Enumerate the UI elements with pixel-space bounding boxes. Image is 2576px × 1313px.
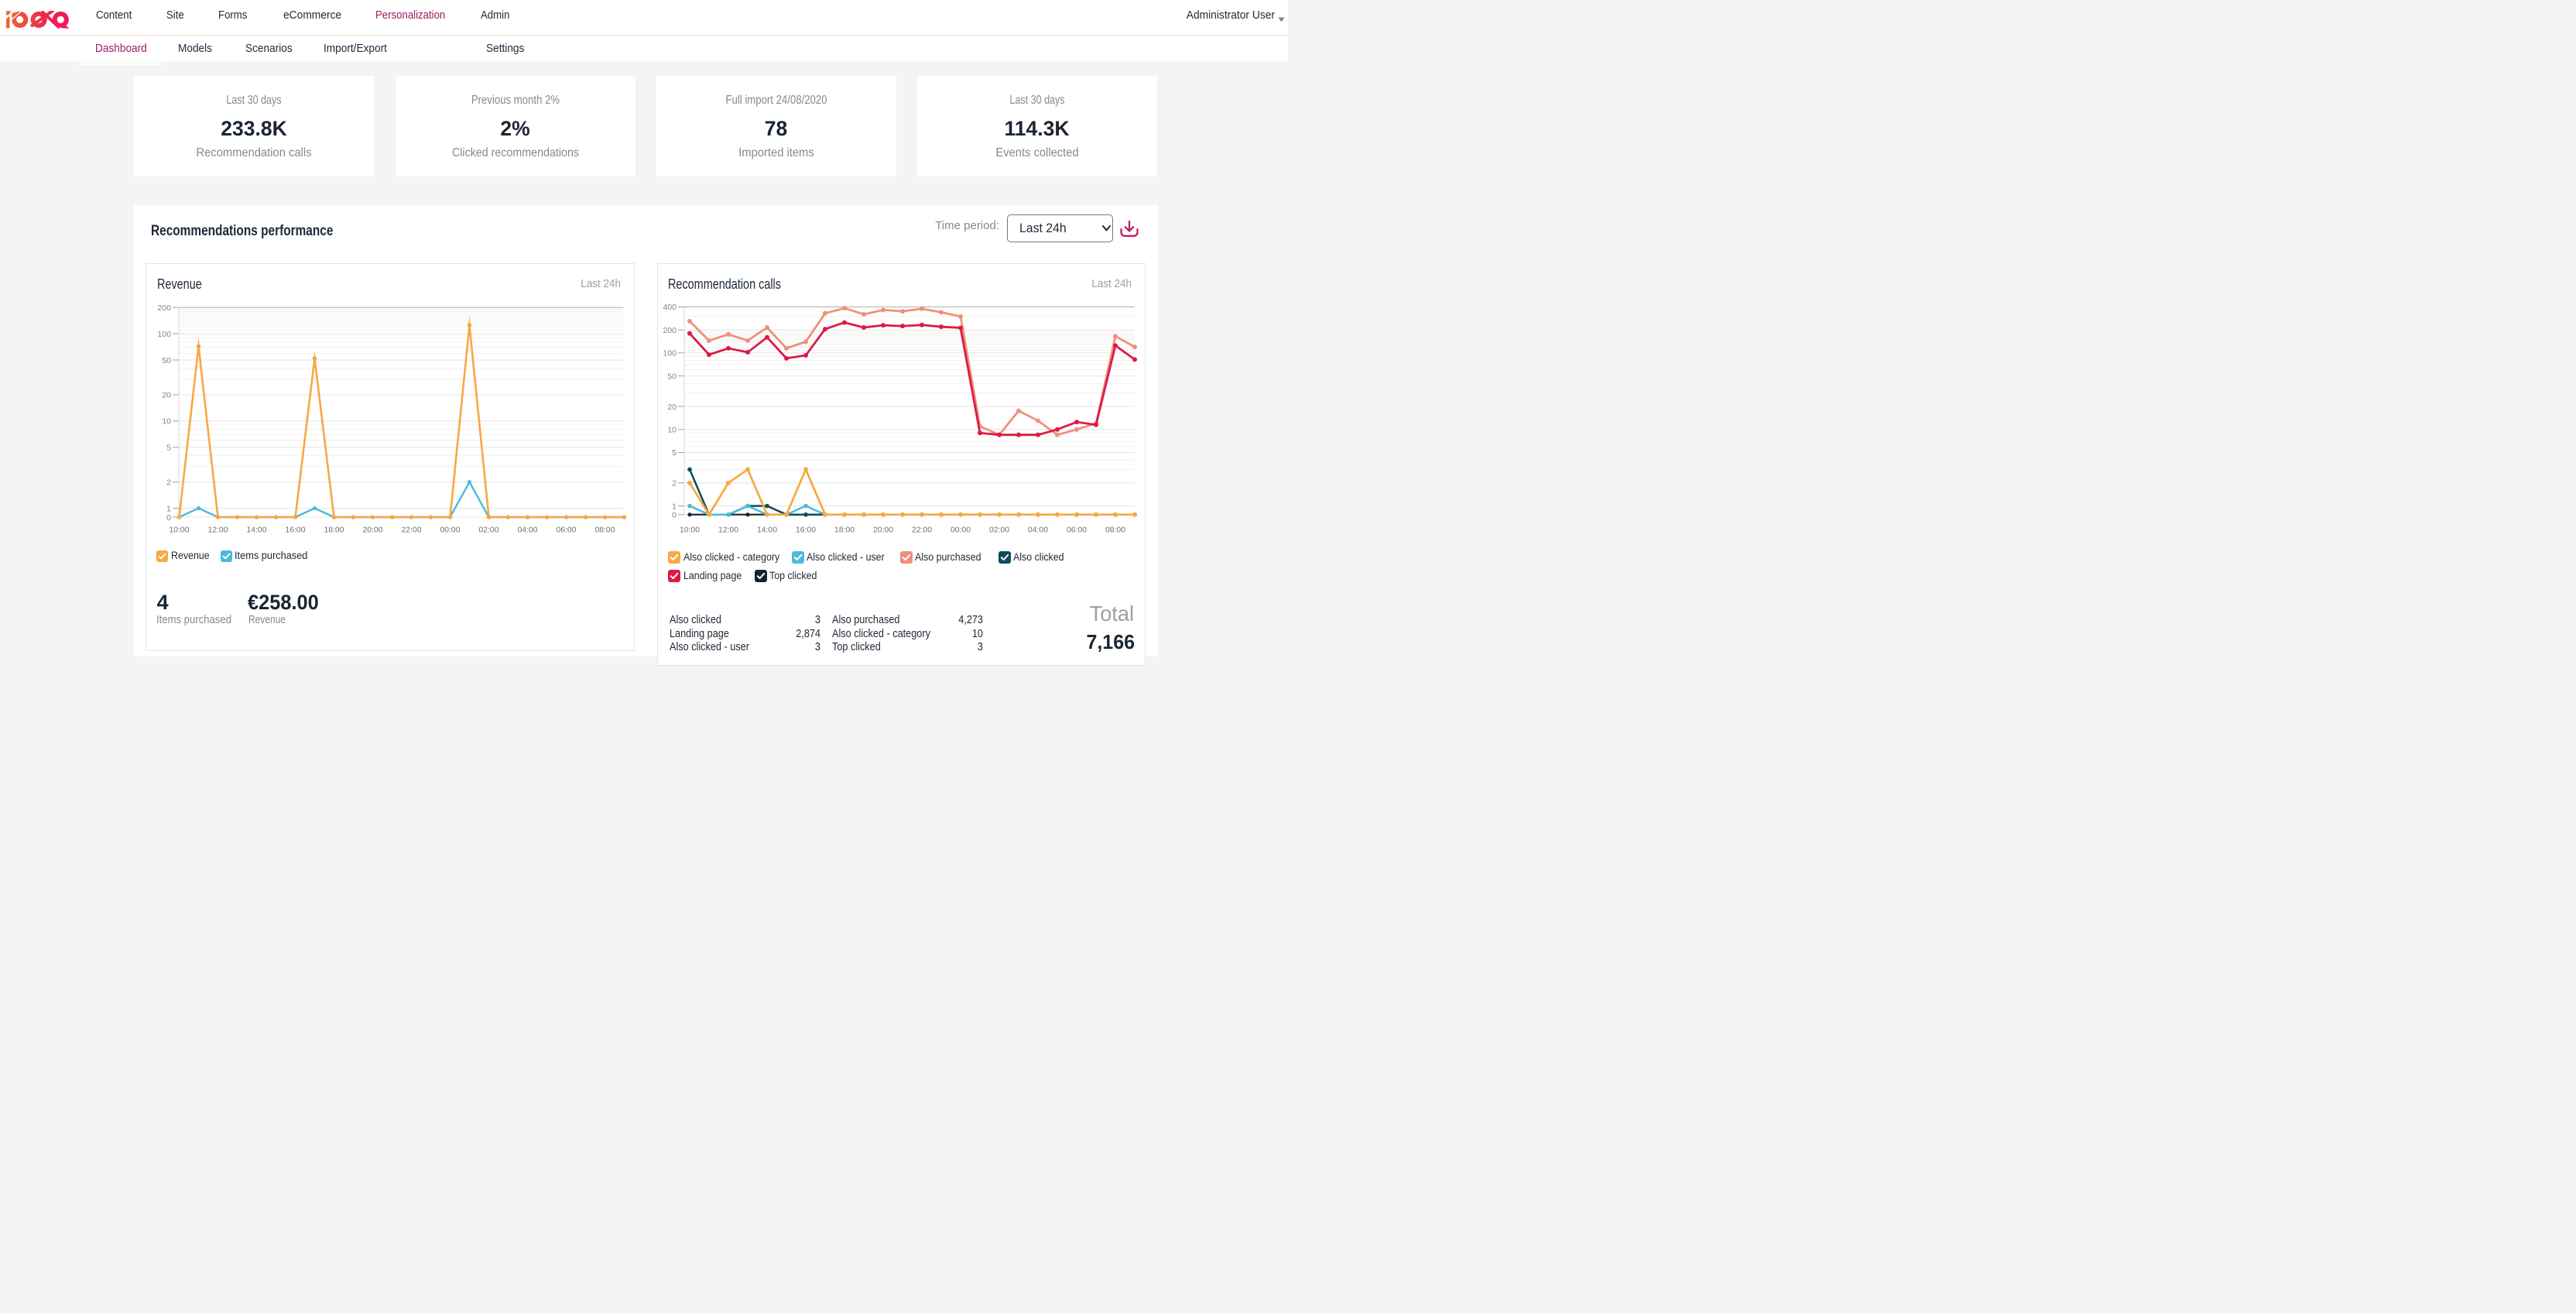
- svg-text:14:00: 14:00: [757, 526, 777, 534]
- svg-text:18:00: 18:00: [324, 526, 344, 534]
- svg-text:10: 10: [667, 426, 677, 435]
- svg-text:2: 2: [672, 479, 677, 489]
- svg-text:10:00: 10:00: [169, 526, 189, 534]
- svg-text:1: 1: [166, 504, 171, 513]
- svg-text:08:00: 08:00: [1105, 526, 1125, 534]
- svg-text:200: 200: [663, 326, 677, 335]
- svg-text:5: 5: [166, 444, 171, 453]
- svg-text:20: 20: [667, 403, 677, 412]
- svg-text:14:00: 14:00: [246, 526, 266, 534]
- svg-text:50: 50: [667, 372, 677, 381]
- svg-text:5: 5: [672, 448, 677, 458]
- svg-text:08:00: 08:00: [594, 526, 615, 534]
- svg-text:200: 200: [157, 303, 171, 313]
- svg-text:00:00: 00:00: [951, 526, 971, 534]
- svg-text:10:00: 10:00: [680, 526, 700, 534]
- svg-text:20:00: 20:00: [362, 526, 382, 534]
- svg-text:22:00: 22:00: [401, 526, 421, 534]
- svg-text:1: 1: [672, 502, 677, 511]
- svg-text:0: 0: [166, 513, 171, 523]
- svg-text:20:00: 20:00: [873, 526, 893, 534]
- svg-text:10: 10: [162, 417, 171, 427]
- svg-text:50: 50: [162, 356, 171, 365]
- svg-text:16:00: 16:00: [285, 526, 305, 534]
- svg-text:0: 0: [672, 511, 677, 520]
- svg-text:100: 100: [663, 349, 677, 358]
- svg-text:18:00: 18:00: [834, 526, 855, 534]
- svg-text:02:00: 02:00: [989, 526, 1009, 534]
- svg-text:06:00: 06:00: [556, 526, 576, 534]
- svg-text:04:00: 04:00: [517, 526, 537, 534]
- svg-text:400: 400: [663, 303, 677, 312]
- svg-text:100: 100: [157, 330, 171, 339]
- svg-text:06:00: 06:00: [1067, 526, 1087, 534]
- svg-text:04:00: 04:00: [1028, 526, 1048, 534]
- svg-text:2: 2: [166, 478, 171, 487]
- svg-text:12:00: 12:00: [718, 526, 738, 534]
- svg-text:00:00: 00:00: [440, 526, 460, 534]
- svg-text:12:00: 12:00: [207, 526, 228, 534]
- svg-text:20: 20: [162, 391, 171, 400]
- svg-text:22:00: 22:00: [912, 526, 932, 534]
- svg-text:16:00: 16:00: [796, 526, 816, 534]
- svg-text:02:00: 02:00: [478, 526, 498, 534]
